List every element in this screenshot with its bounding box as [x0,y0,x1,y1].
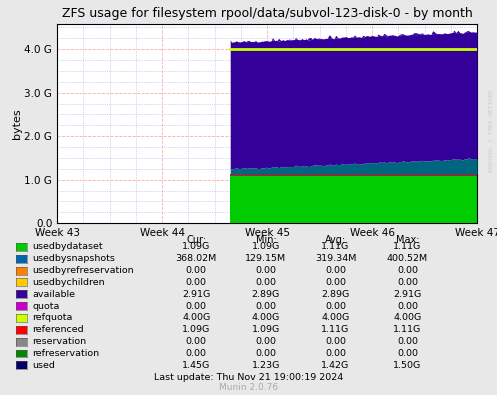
Text: used: used [32,361,55,370]
Text: 1.09G: 1.09G [182,325,210,334]
Text: 0.00: 0.00 [186,337,207,346]
Text: 0.00: 0.00 [397,278,418,287]
Text: 2.91G: 2.91G [394,290,421,299]
Text: usedbychildren: usedbychildren [32,278,105,287]
Text: 0.00: 0.00 [397,337,418,346]
Text: 1.50G: 1.50G [394,361,421,370]
Text: quota: quota [32,302,60,310]
Text: 0.00: 0.00 [325,349,346,358]
Text: 368.02M: 368.02M [176,254,217,263]
Text: 0.00: 0.00 [325,278,346,287]
Text: 1.45G: 1.45G [182,361,210,370]
Text: 0.00: 0.00 [325,337,346,346]
Text: 1.09G: 1.09G [252,243,280,251]
Text: 0.00: 0.00 [255,266,276,275]
Text: 0.00: 0.00 [186,302,207,310]
Text: 1.42G: 1.42G [322,361,349,370]
Title: ZFS usage for filesystem rpool/data/subvol-123-disk-0 - by month: ZFS usage for filesystem rpool/data/subv… [62,7,473,20]
Text: available: available [32,290,76,299]
Text: 1.11G: 1.11G [394,243,421,251]
Text: 0.00: 0.00 [325,266,346,275]
Text: 2.89G: 2.89G [252,290,280,299]
Text: 0.00: 0.00 [186,266,207,275]
Text: 0.00: 0.00 [186,278,207,287]
Text: 0.00: 0.00 [186,349,207,358]
Text: 0.00: 0.00 [325,302,346,310]
Text: Avg:: Avg: [325,235,346,245]
Text: 0.00: 0.00 [397,349,418,358]
Text: 4.00G: 4.00G [394,314,421,322]
Text: 2.91G: 2.91G [182,290,210,299]
Text: refreservation: refreservation [32,349,99,358]
Text: RRDTOOL / TOBI OETIKER: RRDTOOL / TOBI OETIKER [489,89,494,171]
Text: reservation: reservation [32,337,86,346]
Text: 1.11G: 1.11G [394,325,421,334]
Text: referenced: referenced [32,325,84,334]
Text: 4.00G: 4.00G [252,314,280,322]
Text: 0.00: 0.00 [255,278,276,287]
Text: 1.11G: 1.11G [322,325,349,334]
Text: 0.00: 0.00 [397,266,418,275]
Text: Min:: Min: [255,235,276,245]
Text: 0.00: 0.00 [255,302,276,310]
Text: 129.15M: 129.15M [246,254,286,263]
Text: Munin 2.0.76: Munin 2.0.76 [219,383,278,392]
Text: Max:: Max: [396,235,419,245]
Text: 1.23G: 1.23G [251,361,280,370]
Text: Cur:: Cur: [186,235,206,245]
Text: 400.52M: 400.52M [387,254,428,263]
Text: 4.00G: 4.00G [182,314,210,322]
Text: 2.89G: 2.89G [322,290,349,299]
Text: 0.00: 0.00 [397,302,418,310]
Text: 319.34M: 319.34M [315,254,356,263]
Text: 1.11G: 1.11G [322,243,349,251]
Text: refquota: refquota [32,314,73,322]
Text: 0.00: 0.00 [255,337,276,346]
Text: usedbydataset: usedbydataset [32,243,103,251]
Text: 1.09G: 1.09G [252,325,280,334]
Text: 4.00G: 4.00G [322,314,349,322]
Y-axis label: bytes: bytes [11,108,22,139]
Text: usedbyrefreservation: usedbyrefreservation [32,266,134,275]
Text: Last update: Thu Nov 21 19:00:19 2024: Last update: Thu Nov 21 19:00:19 2024 [154,373,343,382]
Text: usedbysnapshots: usedbysnapshots [32,254,115,263]
Text: 1.09G: 1.09G [182,243,210,251]
Text: 0.00: 0.00 [255,349,276,358]
